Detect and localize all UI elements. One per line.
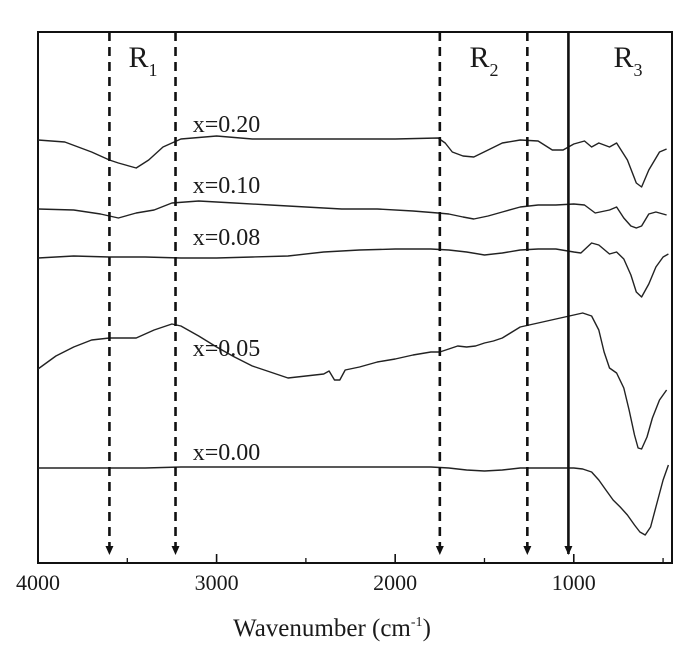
plot-frame (37, 31, 673, 564)
x-tick-label-3: 1000 (552, 570, 596, 595)
region-label-2: R2 (469, 41, 498, 80)
series-label-2: x=0.08 (193, 225, 261, 251)
region-label-1: R1 (128, 41, 157, 80)
series-line-3 (37, 312, 668, 450)
series-label-0: x=0.20 (193, 112, 261, 138)
series-label-4: x=0.00 (193, 440, 261, 466)
series-line-2 (37, 242, 669, 298)
series-line-0 (37, 135, 667, 188)
series-label-3: x=0.05 (193, 336, 261, 362)
x-tick-label-1: 3000 (195, 570, 239, 595)
series-line-4 (38, 464, 670, 536)
x-axis-label: Wavenumber (cm-1) (233, 615, 431, 642)
series-label-1: x=0.10 (193, 173, 261, 199)
region-label-3: R3 (613, 41, 642, 80)
x-tick-label-2: 2000 (373, 570, 417, 595)
x-tick-label-0: 4000 (16, 570, 60, 595)
series-line-1 (37, 200, 667, 229)
